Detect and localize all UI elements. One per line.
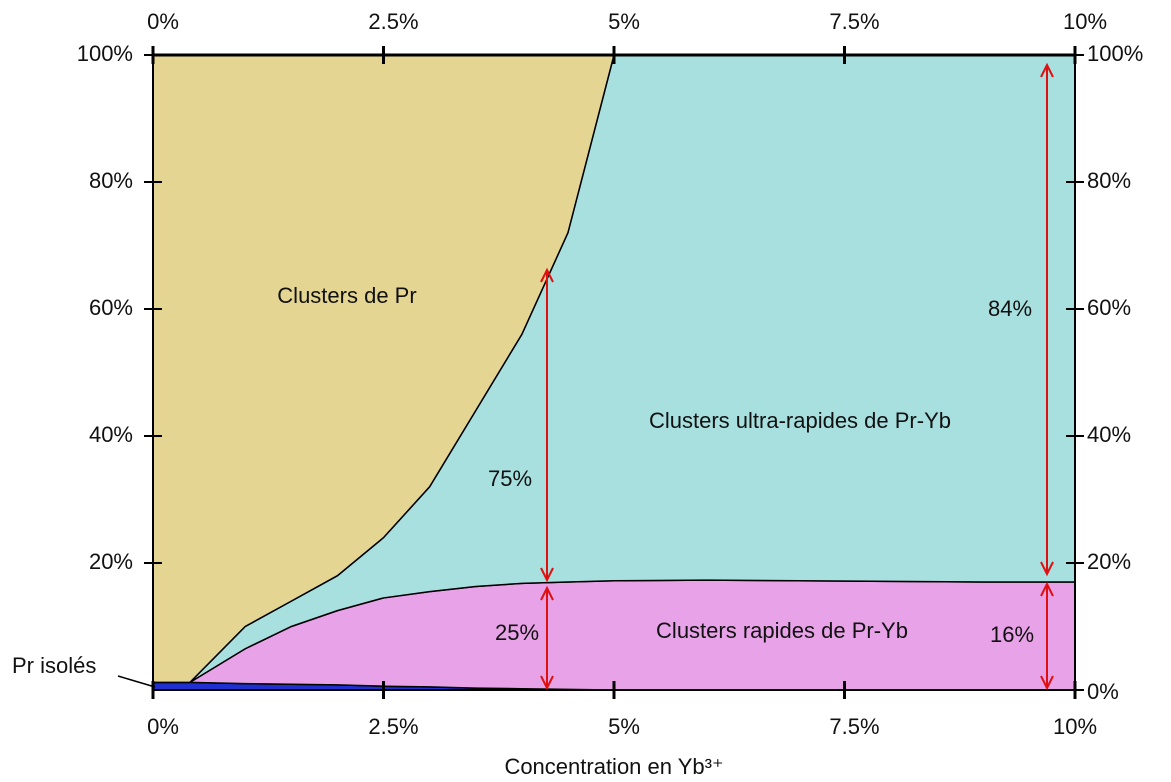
series-label: Clusters rapides de Pr-Yb <box>656 618 908 643</box>
y2-tick-label: 100% <box>1087 41 1143 66</box>
x-tick-label: 2.5% <box>368 714 418 739</box>
y-tick-label: 20% <box>89 549 133 574</box>
y-tick-label: 80% <box>89 168 133 193</box>
y2-tick-label: 40% <box>1087 422 1131 447</box>
y-tick-label: 60% <box>89 295 133 320</box>
series-label: Pr isolés <box>12 653 96 678</box>
y2-tick-label: 0% <box>1087 679 1119 704</box>
x-tick-label: 10% <box>1053 714 1097 739</box>
arrow-head <box>540 567 554 583</box>
arrow-head <box>1040 675 1054 691</box>
arrow-head <box>540 675 554 691</box>
arrow-head <box>540 267 554 283</box>
leader-line <box>117 675 156 688</box>
y2-tick-label: 60% <box>1087 295 1131 320</box>
series-label: Clusters ultra-rapides de Pr-Yb <box>649 408 951 433</box>
annotation: 84% <box>988 296 1032 321</box>
y-tick-label: 100% <box>77 41 133 66</box>
y2-tick-label: 80% <box>1087 168 1131 193</box>
x-tick-label: 7.5% <box>829 714 879 739</box>
x-top-tick-label: 5% <box>608 9 640 34</box>
x-top-tick-label: 7.5% <box>829 9 879 34</box>
x-top-tick-label: 10% <box>1063 9 1107 34</box>
x-tick-label: 0% <box>147 714 179 739</box>
y2-tick-label: 20% <box>1087 549 1131 574</box>
arrow-head <box>1040 561 1054 577</box>
x-top-tick-label: 2.5% <box>368 9 418 34</box>
arrow-head <box>1040 581 1054 597</box>
arrow-head <box>1040 62 1054 78</box>
annotation: 75% <box>488 466 532 491</box>
x-tick-label: 5% <box>608 714 640 739</box>
arrow-head <box>540 585 554 601</box>
y-tick-label: 40% <box>89 422 133 447</box>
annotation: 25% <box>495 620 539 645</box>
series-label: Clusters de Pr <box>277 283 416 308</box>
annotation: 16% <box>990 622 1034 647</box>
x-top-tick-label: 0% <box>147 9 179 34</box>
x-axis-label: Concentration en Yb³⁺ <box>504 754 723 779</box>
